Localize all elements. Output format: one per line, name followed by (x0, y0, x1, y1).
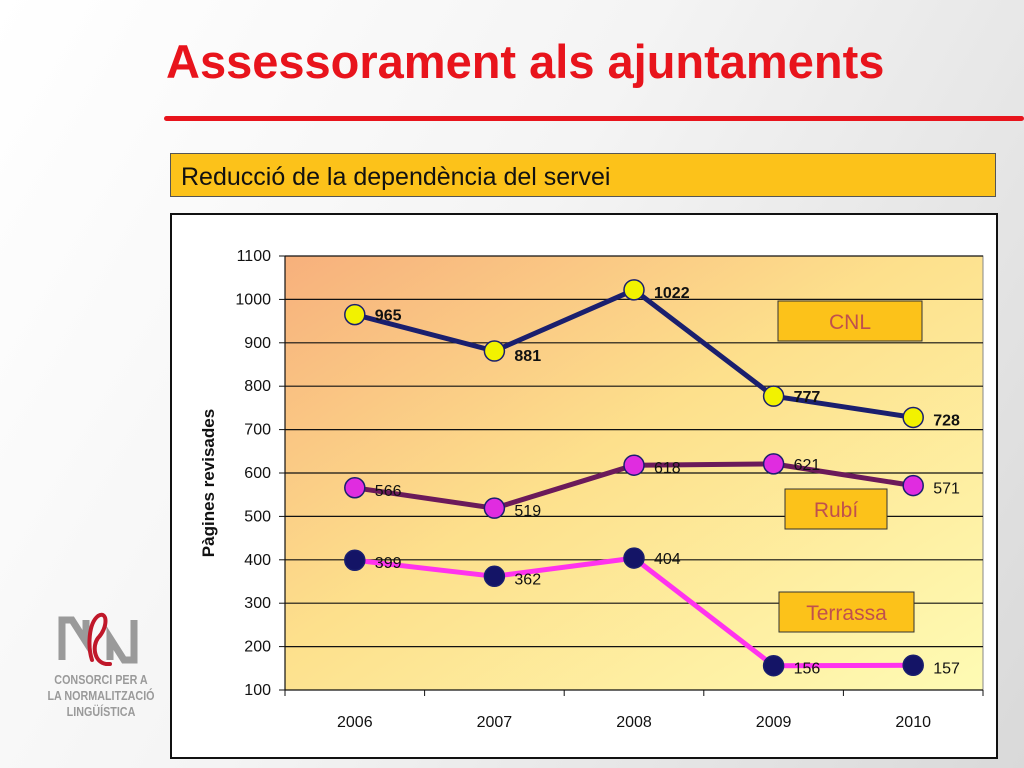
x-tick-label: 2006 (337, 714, 373, 731)
consorci-logo: CONSORCI PER A LA NORMALITZACIÓ LINGÜÍST… (36, 606, 166, 726)
data-point (344, 477, 366, 499)
data-point (902, 654, 924, 677)
data-label: 157 (933, 660, 960, 677)
data-label: 728 (933, 412, 960, 429)
logo-line: LA NORMALITZACIÓ (47, 689, 155, 703)
data-point (902, 406, 924, 429)
data-point (623, 547, 645, 569)
y-tick-label: 1100 (237, 248, 272, 265)
data-point (344, 303, 366, 326)
data-point (483, 565, 506, 588)
line-chart: 100 200 300 400 500 600 700 800 900 1000 1100 2006 2… (199, 248, 984, 731)
y-tick-label: 800 (244, 378, 271, 395)
y-tick-label: 400 (244, 552, 271, 569)
data-point (344, 549, 366, 571)
series-name-label: CNL (829, 311, 871, 334)
logo-text: CONSORCI PER A LA NORMALITZACIÓ LINGÜÍST… (45, 672, 157, 720)
logo-line: LINGÜÍSTICA (66, 705, 136, 719)
slide-title: Assessorament als ajuntaments (166, 35, 885, 88)
y-tick-label: 600 (244, 465, 271, 482)
chart-frame: 100 200 300 400 500 600 700 800 900 1000 1100 2006 2… (170, 213, 998, 759)
data-label: 566 (375, 483, 402, 500)
data-label: 156 (794, 661, 821, 678)
y-tick-label: 300 (244, 595, 271, 612)
y-tick-label: 500 (244, 508, 271, 525)
y-tick-label: 1000 (235, 291, 271, 308)
y-axis-title: Pàgines revisades (199, 409, 218, 557)
data-point (483, 340, 506, 362)
x-tick-label: 2007 (477, 714, 513, 731)
series-name-label: Rubí (814, 499, 859, 522)
data-label: 399 (375, 555, 402, 572)
series-name-box (784, 488, 888, 530)
data-point (623, 454, 645, 476)
data-label: 571 (933, 481, 960, 498)
x-tick-label: 2009 (756, 714, 792, 731)
logo-mark-icon (58, 612, 138, 666)
data-label: 881 (514, 348, 541, 365)
data-label: 1022 (654, 285, 690, 302)
y-tick-label: 900 (244, 335, 271, 352)
y-tick-label: 100 (244, 682, 271, 699)
data-label: 618 (654, 460, 681, 477)
subtitle-text: Reducció de la dependència del servei (181, 163, 611, 191)
data-label: 404 (654, 551, 681, 568)
series-name-label: Terrassa (806, 602, 887, 625)
series-name-box (778, 591, 915, 633)
data-point (902, 474, 924, 497)
data-label: 965 (375, 308, 402, 325)
subtitle-banner: Reducció de la dependència del servei (170, 153, 996, 197)
x-tick-label: 2010 (895, 714, 931, 731)
y-tick-label: 200 (244, 639, 271, 656)
data-label: 362 (514, 571, 541, 588)
data-point (762, 385, 785, 407)
data-label: 621 (794, 457, 821, 474)
series-name-box (777, 300, 923, 342)
y-tick-label: 700 (244, 422, 271, 439)
logo-line: CONSORCI PER A (54, 673, 148, 687)
data-label: 777 (794, 389, 821, 406)
data-point (762, 654, 785, 677)
data-point (483, 497, 506, 519)
x-tick-label: 2008 (616, 714, 652, 731)
data-point (762, 453, 785, 475)
data-label: 519 (514, 503, 541, 520)
data-point (623, 279, 645, 301)
title-underline (164, 116, 1024, 121)
